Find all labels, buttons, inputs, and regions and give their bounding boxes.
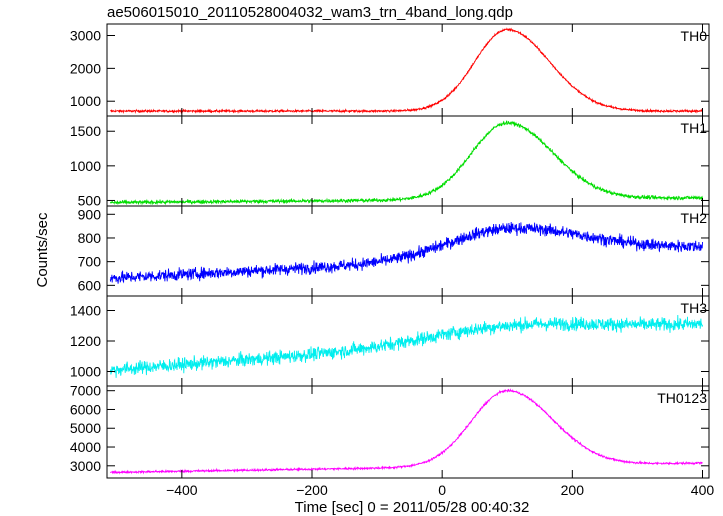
- panel-frame: [106, 205, 710, 297]
- y-tick-label: 6000: [70, 401, 101, 417]
- y-tick-label: 700: [78, 254, 102, 270]
- chart-title: ae506015010_20110528004032_wam3_trn_4ban…: [107, 4, 513, 21]
- y-tick-label: 1000: [70, 364, 101, 380]
- y-tick-label: 800: [78, 230, 102, 246]
- panel-frame: [106, 23, 710, 117]
- series-label-th0: TH0: [681, 28, 708, 44]
- y-tick-label: 2000: [70, 60, 101, 76]
- y-tick-label: 1000: [70, 93, 101, 109]
- series-line-th1: [109, 120, 703, 206]
- y-tick-label: 900: [78, 206, 102, 222]
- series-line-th2: [109, 221, 703, 284]
- y-axis-label: Counts/sec: [34, 212, 51, 288]
- y-tick-label: 500: [78, 192, 102, 208]
- y-tick-label: 4000: [70, 439, 101, 455]
- x-tick-label: −200: [296, 482, 328, 498]
- x-axis-label: Time [sec] 0 = 2011/05/28 00:40:32: [295, 499, 530, 516]
- series-label-th3: TH3: [681, 300, 708, 316]
- x-tick-label: 0: [438, 482, 446, 498]
- panel-frame: [106, 385, 710, 479]
- y-tick-label: 1000: [70, 158, 101, 174]
- y-tick-label: 1400: [70, 302, 101, 318]
- panel-frame: [106, 115, 710, 207]
- x-tick-label: 200: [561, 482, 585, 498]
- x-tick-label: −400: [166, 482, 198, 498]
- y-tick-label: 600: [78, 277, 102, 293]
- y-tick-label: 3000: [70, 28, 101, 44]
- series-label-th1: TH1: [681, 120, 708, 136]
- series-label-th2: TH2: [681, 210, 708, 226]
- series-line-th0: [110, 27, 703, 115]
- y-tick-label: 1200: [70, 333, 101, 349]
- panel-th0123: 3000 4000 5000 6000 7000 TH0123: [70, 383, 710, 479]
- panel-th1: 500 1000 1500 TH1: [70, 115, 710, 208]
- panel-th0: 1000 2000 3000 TH0: [70, 23, 710, 117]
- x-tick-label: 400: [691, 482, 715, 498]
- panel-th2: 600 700 800 900 TH2: [78, 205, 710, 297]
- series-line-th3: [109, 314, 703, 378]
- y-tick-label: 5000: [70, 420, 101, 436]
- series-line-th0123: [109, 388, 703, 475]
- y-tick-label: 3000: [70, 458, 101, 474]
- y-tick-label: 7000: [70, 383, 101, 399]
- y-tick-label: 1500: [70, 123, 101, 139]
- series-label-th0123: TH0123: [657, 390, 707, 406]
- panel-th3: 1000 1200 1400 TH3: [70, 295, 710, 387]
